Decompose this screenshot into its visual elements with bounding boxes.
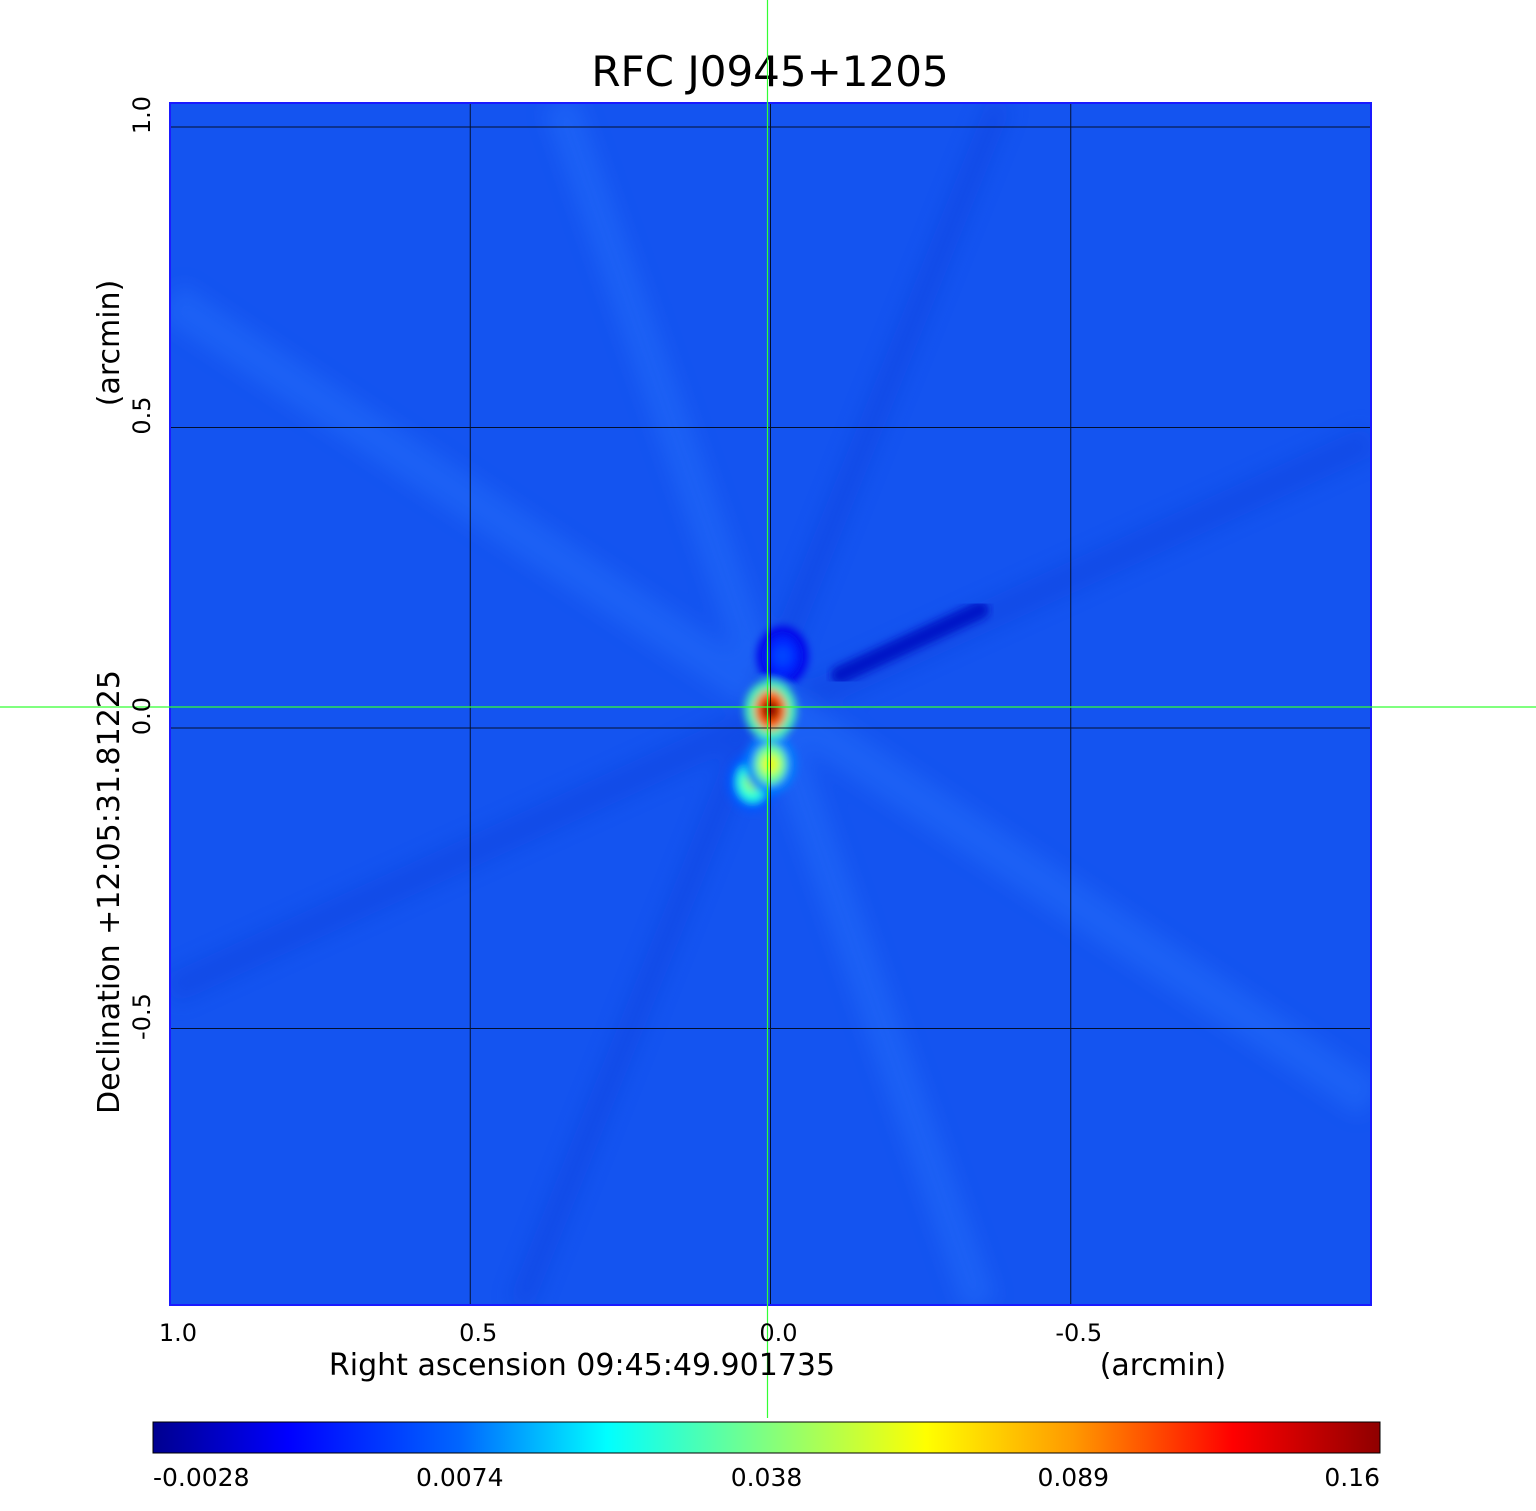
crosshair xyxy=(0,0,1536,1418)
x-tick-label: 0.0 xyxy=(759,1319,797,1347)
colorbar-tick-labels: -0.0028 0.0074 0.038 0.089 0.16 xyxy=(153,1463,1380,1492)
colorbar-tick-label: 0.089 xyxy=(1037,1463,1109,1492)
jet-streak xyxy=(831,601,989,684)
plot-frame xyxy=(169,102,1372,1306)
colorbar xyxy=(152,1421,1381,1454)
x-tick-label: 1.0 xyxy=(159,1319,197,1347)
x-axis-unit: (arcmin) xyxy=(1100,1348,1227,1383)
x-tick-labels: 1.0 0.5 0.0 -0.5 xyxy=(159,1319,1102,1347)
colorbar-tick-label: 0.16 xyxy=(1324,1463,1380,1492)
y-axis-label: Declination +12:05:31.81225 xyxy=(92,670,127,1114)
x-tick-label: -0.5 xyxy=(1055,1319,1102,1347)
y-tick-labels: 1.0 0.5 0.0 -0.5 xyxy=(128,96,156,1040)
y-tick-label: 1.0 xyxy=(128,96,156,134)
component-core xyxy=(773,645,792,666)
x-axis-label: Right ascension 09:45:49.901735 xyxy=(329,1348,835,1383)
y-tick-label: 0.0 xyxy=(128,697,156,735)
y-tick-label: 0.5 xyxy=(128,396,156,434)
colorbar-tick-label: -0.0028 xyxy=(153,1463,250,1492)
y-axis-unit: (arcmin) xyxy=(92,280,127,407)
colorbar-tick-label: 0.0074 xyxy=(416,1463,503,1492)
x-tick-label: 0.5 xyxy=(459,1319,497,1347)
colorbar-tick-label: 0.038 xyxy=(731,1463,803,1492)
y-tick-label: -0.5 xyxy=(128,993,156,1040)
chart-title: RFC J0945+1205 xyxy=(591,47,948,96)
